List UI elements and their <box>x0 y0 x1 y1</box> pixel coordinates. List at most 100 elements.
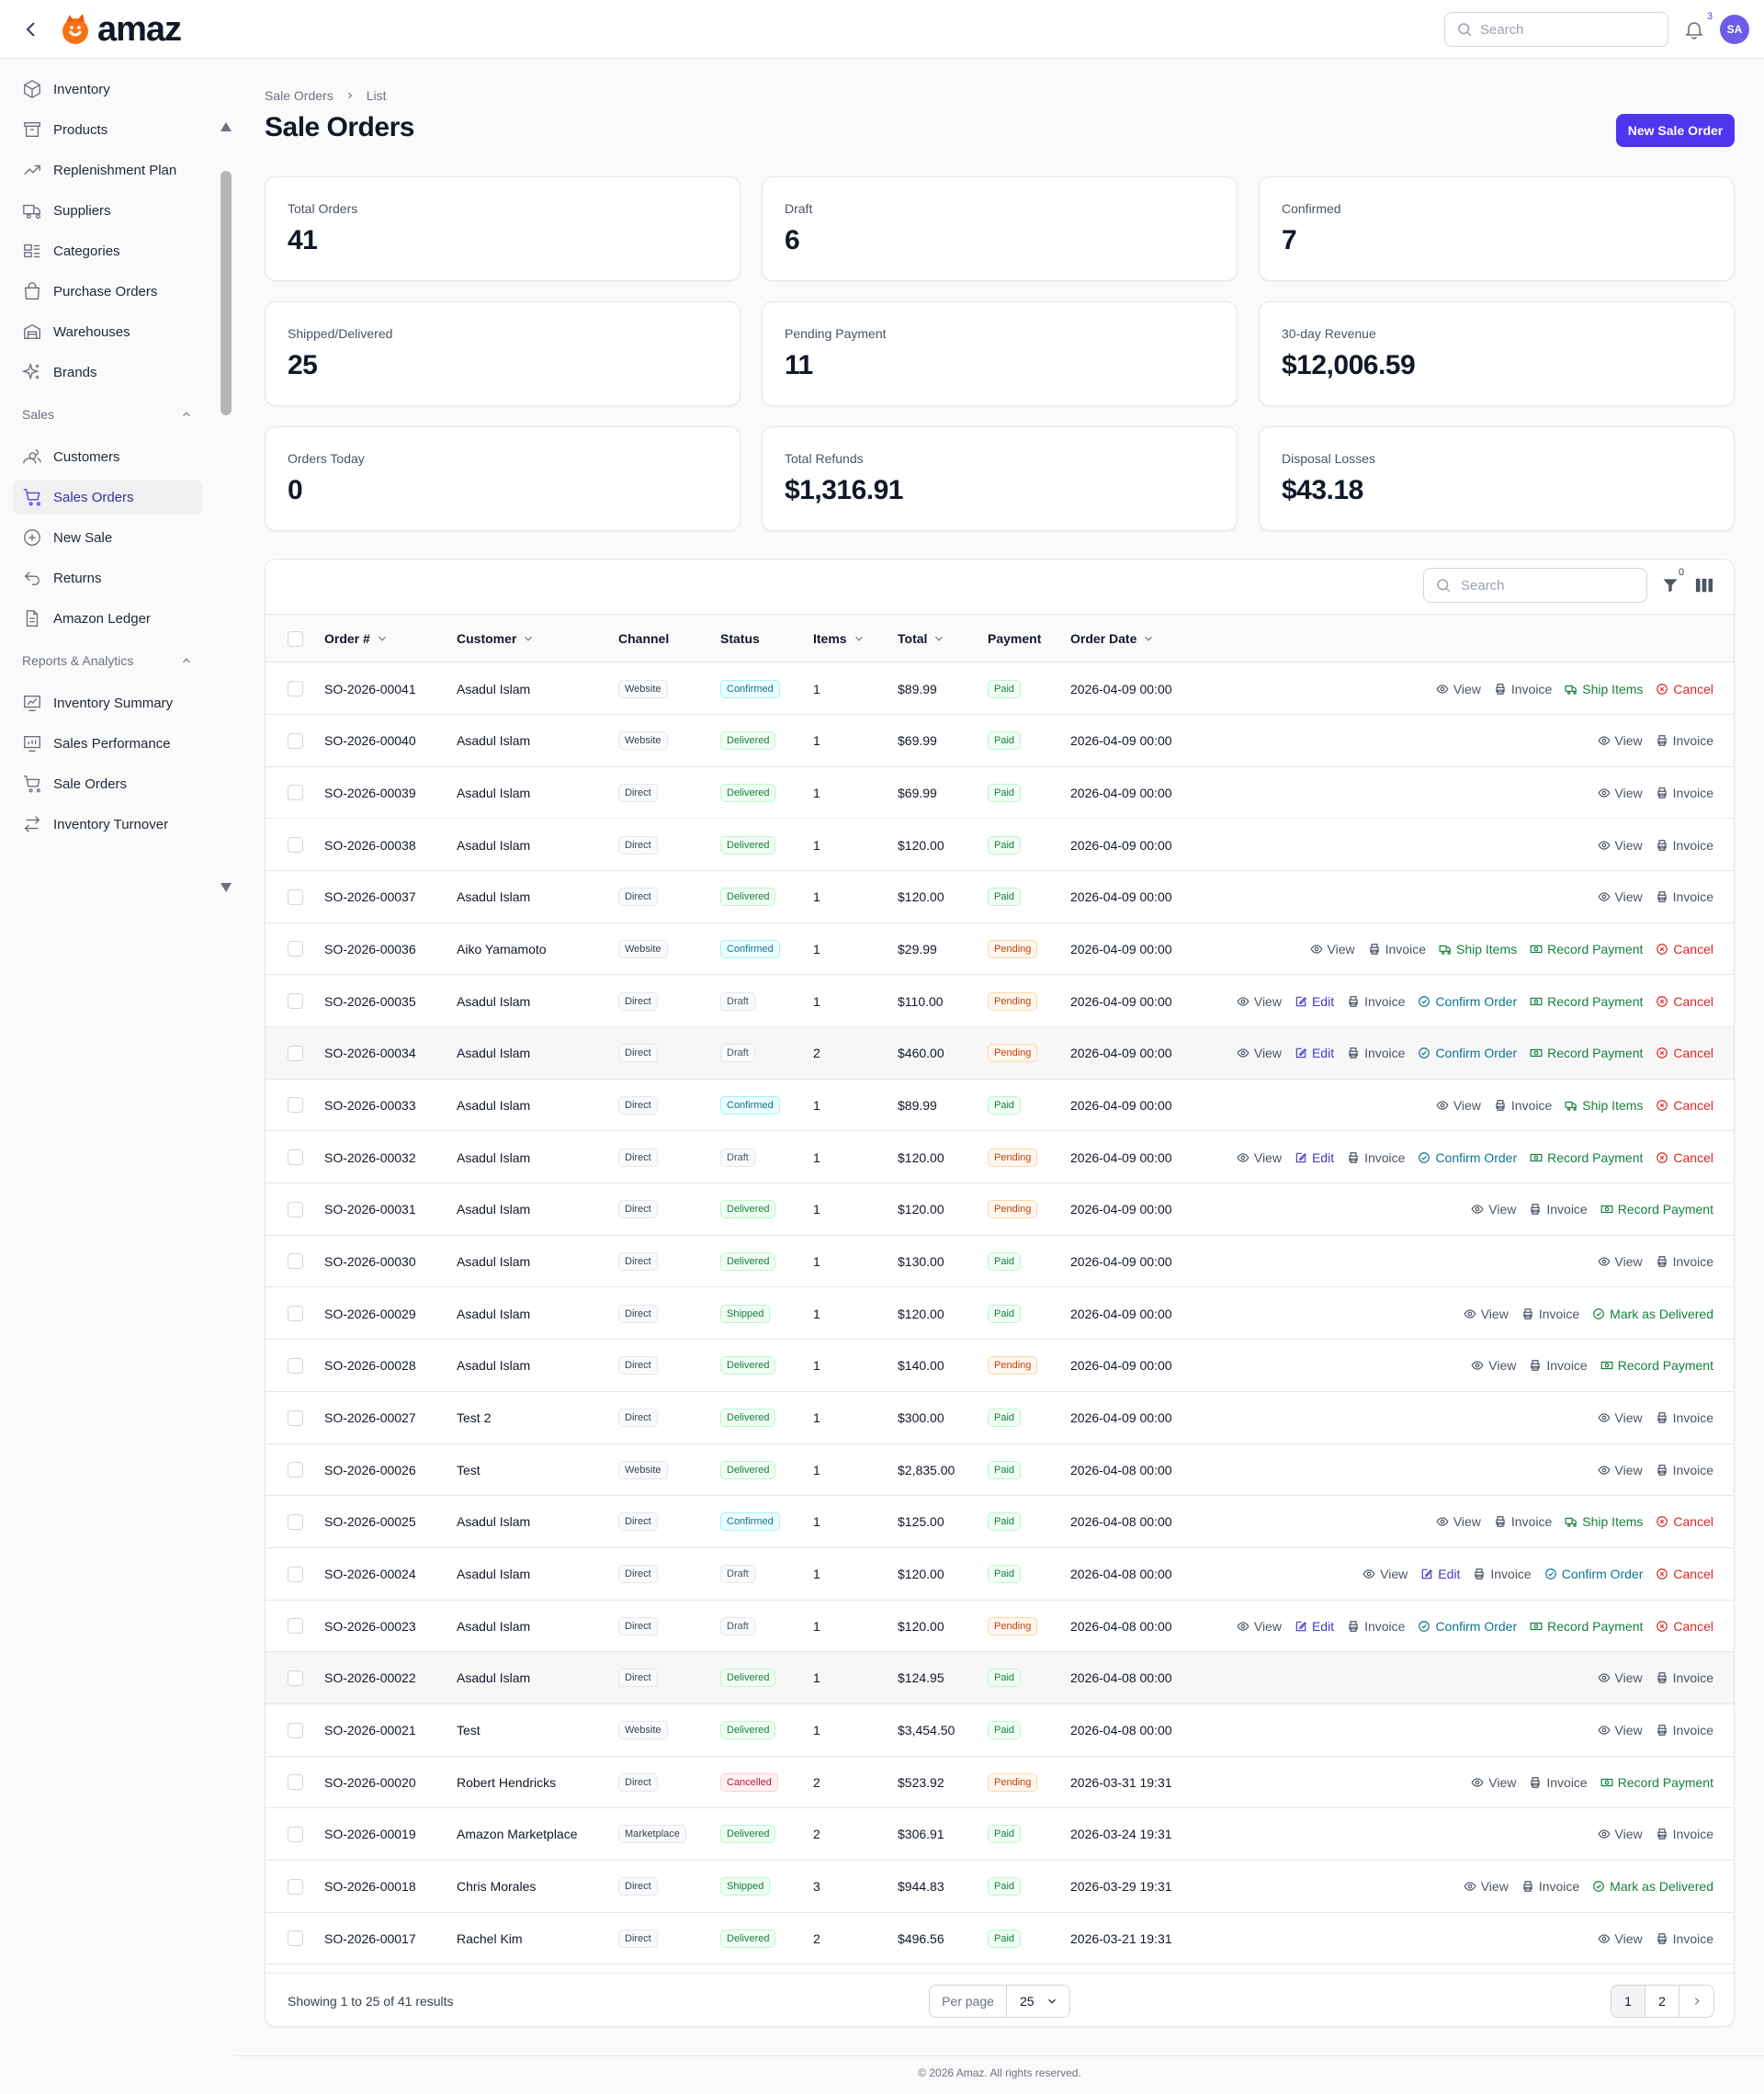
table-row[interactable]: SO-2026-00018 Chris Morales Direct Shipped 3… <box>266 1861 1734 1913</box>
order-number[interactable]: SO-2026-00023 <box>324 1618 416 1634</box>
next-page-button[interactable] <box>1679 1986 1713 2017</box>
table-row[interactable]: SO-2026-00023 Asadul Islam Direct Draft 1 $12… <box>266 1600 1734 1653</box>
table-row[interactable]: SO-2026-00034 Asadul Islam Direct Draft 2 $46… <box>266 1026 1734 1080</box>
cancel-action-button[interactable]: Cancel <box>1656 1514 1713 1529</box>
order-number[interactable]: SO-2026-00021 <box>324 1723 416 1738</box>
view-action-button[interactable]: View <box>1598 1723 1643 1737</box>
row-checkbox[interactable] <box>288 1149 303 1166</box>
view-action-button[interactable]: View <box>1464 1879 1509 1894</box>
sidebar-group-sales[interactable]: Sales <box>22 403 193 425</box>
table-row[interactable]: SO-2026-00027 Test 2 Direct Delivered 1 $300.… <box>266 1392 1734 1444</box>
scroll-down-arrow-icon[interactable] <box>220 882 232 893</box>
sidebar-item-sales-orders[interactable]: Sales Orders <box>13 480 202 515</box>
sidebar-item-amazon-ledger[interactable]: Amazon Ledger <box>13 601 202 636</box>
order-number[interactable]: SO-2026-00028 <box>324 1358 416 1374</box>
per-page-select[interactable]: Per page 25 <box>929 1985 1070 2018</box>
invoice-action-button[interactable]: Invoice <box>1656 1670 1713 1685</box>
table-row[interactable]: SO-2026-00022 Asadul Islam Direct Delivered… <box>266 1651 1734 1704</box>
row-checkbox[interactable] <box>288 1722 303 1738</box>
row-checkbox[interactable] <box>288 1670 303 1686</box>
record-action-button[interactable]: Record Payment <box>1530 994 1643 1009</box>
deliver-action-button[interactable]: Mark as Delivered <box>1592 1307 1713 1321</box>
table-row[interactable]: SO-2026-00035 Asadul Islam Direct Draft 1 $11… <box>266 975 1734 1028</box>
ship-action-button[interactable]: Ship Items <box>1565 682 1643 696</box>
order-number[interactable]: SO-2026-00020 <box>324 1774 416 1790</box>
cancel-action-button[interactable]: Cancel <box>1656 1098 1713 1113</box>
table-row[interactable]: SO-2026-00026 Test Website Delivered 1 $2,835… <box>266 1443 1734 1497</box>
sidebar-item-returns[interactable]: Returns <box>13 560 202 595</box>
row-checkbox[interactable] <box>288 1618 303 1635</box>
sidebar-group-reports[interactable]: Reports & Analytics <box>22 650 193 672</box>
page-button-2[interactable]: 2 <box>1645 1986 1679 2017</box>
row-checkbox[interactable] <box>288 1826 303 1842</box>
invoice-action-button[interactable]: Invoice <box>1656 786 1713 800</box>
record-action-button[interactable]: Record Payment <box>1530 1046 1643 1060</box>
view-action-button[interactable]: View <box>1598 733 1643 748</box>
filter-icon[interactable] <box>1661 576 1679 594</box>
view-action-button[interactable]: View <box>1598 1670 1643 1685</box>
invoice-action-button[interactable]: Invoice <box>1494 1514 1552 1529</box>
table-row[interactable]: SO-2026-00024 Asadul Islam Direct Draft 1 $12… <box>266 1548 1734 1601</box>
row-checkbox[interactable] <box>288 1930 303 1947</box>
row-checkbox[interactable] <box>288 1357 303 1374</box>
cancel-action-button[interactable]: Cancel <box>1656 1150 1713 1165</box>
select-all-checkbox[interactable] <box>288 631 303 647</box>
global-search-input[interactable]: Search <box>1444 12 1668 47</box>
order-number[interactable]: SO-2026-00032 <box>324 1149 416 1165</box>
confirm-action-button[interactable]: Confirm Order <box>1418 994 1517 1009</box>
edit-action-button[interactable]: Edit <box>1295 1619 1334 1634</box>
record-action-button[interactable]: Record Payment <box>1530 1619 1643 1634</box>
invoice-action-button[interactable]: Invoice <box>1656 838 1713 853</box>
table-row[interactable]: SO-2026-00030 Asadul Islam Direct Delivered… <box>266 1235 1734 1288</box>
order-number[interactable]: SO-2026-00033 <box>324 1097 416 1113</box>
invoice-action-button[interactable]: Invoice <box>1521 1879 1579 1894</box>
view-action-button[interactable]: View <box>1310 942 1355 956</box>
sidebar-item-customers[interactable]: Customers <box>13 439 202 474</box>
edit-action-button[interactable]: Edit <box>1420 1567 1460 1581</box>
cancel-action-button[interactable]: Cancel <box>1656 682 1713 696</box>
table-row[interactable]: SO-2026-00038 Asadul Islam Direct Delivered… <box>266 819 1734 872</box>
row-checkbox[interactable] <box>288 1097 303 1114</box>
record-action-button[interactable]: Record Payment <box>1600 1775 1713 1790</box>
view-action-button[interactable]: View <box>1598 1463 1643 1477</box>
order-number[interactable]: SO-2026-00037 <box>324 889 416 905</box>
sidebar-item-replenishment-plan[interactable]: Replenishment Plan <box>13 153 202 187</box>
order-number[interactable]: SO-2026-00029 <box>324 1306 416 1321</box>
sidebar-item-sale-orders[interactable]: Sale Orders <box>13 766 202 801</box>
view-action-button[interactable]: View <box>1598 786 1643 800</box>
view-action-button[interactable]: View <box>1237 1046 1282 1060</box>
sidebar-item-inventory-turnover[interactable]: Inventory Turnover <box>13 807 202 842</box>
table-row[interactable]: SO-2026-00020 Robert Hendricks Direct Cance… <box>266 1756 1734 1809</box>
invoice-action-button[interactable]: Invoice <box>1656 889 1713 904</box>
order-number[interactable]: SO-2026-00035 <box>324 993 416 1009</box>
table-row[interactable]: SO-2026-00029 Asadul Islam Direct Shipped 1 $… <box>266 1287 1734 1341</box>
cancel-action-button[interactable]: Cancel <box>1656 1046 1713 1060</box>
sidebar-item-suppliers[interactable]: Suppliers <box>13 193 202 228</box>
edit-action-button[interactable]: Edit <box>1295 1150 1334 1165</box>
order-number[interactable]: SO-2026-00024 <box>324 1567 416 1582</box>
row-checkbox[interactable] <box>288 681 303 696</box>
order-number[interactable]: SO-2026-00030 <box>324 1253 416 1269</box>
column-header-order[interactable]: Order # <box>324 615 389 662</box>
sidebar-scrollbar-thumb[interactable] <box>220 171 232 415</box>
invoice-action-button[interactable]: Invoice <box>1347 994 1405 1009</box>
confirm-action-button[interactable]: Confirm Order <box>1418 1046 1517 1060</box>
invoice-action-button[interactable]: Invoice <box>1656 1410 1713 1425</box>
view-action-button[interactable]: View <box>1436 682 1481 696</box>
order-number[interactable]: SO-2026-00031 <box>324 1202 416 1217</box>
invoice-action-button[interactable]: Invoice <box>1656 733 1713 748</box>
table-row[interactable]: SO-2026-00021 Test Website Delivered 1 $3,454… <box>266 1704 1734 1757</box>
view-action-button[interactable]: View <box>1436 1514 1481 1529</box>
view-action-button[interactable]: View <box>1436 1098 1481 1113</box>
sidebar-item-purchase-orders[interactable]: Purchase Orders <box>13 274 202 309</box>
view-action-button[interactable]: View <box>1237 1619 1282 1634</box>
record-action-button[interactable]: Record Payment <box>1600 1202 1713 1217</box>
row-checkbox[interactable] <box>288 1774 303 1791</box>
table-row[interactable]: SO-2026-00039 Asadul Islam Direct Delivered… <box>266 766 1734 820</box>
view-action-button[interactable]: View <box>1471 1202 1516 1217</box>
view-action-button[interactable]: View <box>1598 1254 1643 1269</box>
invoice-action-button[interactable]: Invoice <box>1347 1619 1405 1634</box>
order-number[interactable]: SO-2026-00017 <box>324 1930 416 1946</box>
row-checkbox[interactable] <box>288 1878 303 1895</box>
record-action-button[interactable]: Record Payment <box>1600 1358 1713 1373</box>
